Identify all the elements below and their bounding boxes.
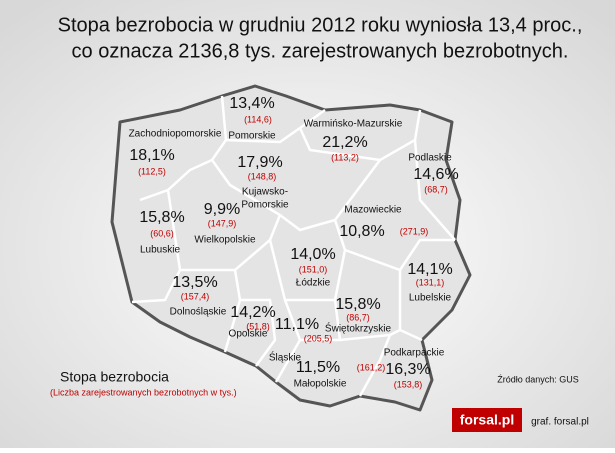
region-count: (113,2) bbox=[331, 152, 359, 162]
region-rate: 9,9% bbox=[204, 201, 240, 218]
region-count: (147,9) bbox=[208, 218, 237, 228]
region-rate: 16,3% bbox=[385, 361, 430, 378]
region-name: Kujawsko- bbox=[242, 187, 288, 198]
title-line: co oznacza 2136,8 tys. zarejestrowanych … bbox=[72, 40, 569, 62]
region-count: (114,6) bbox=[244, 114, 272, 124]
region-borders bbox=[131, 95, 456, 397]
region-name: Małopolskie bbox=[294, 379, 347, 390]
region-count: (86,7) bbox=[346, 312, 370, 322]
region-name: Lubuskie bbox=[140, 245, 180, 256]
region-count: (51,8) bbox=[246, 321, 270, 331]
region-rate: 14,1% bbox=[407, 261, 452, 278]
region-rate: 18,1% bbox=[129, 147, 174, 164]
region-name: Zachodniopomorskie bbox=[129, 129, 222, 140]
region-name: Wielkopolskie bbox=[194, 235, 256, 246]
legend-subtitle: (Liczba zarejestrowanych bezrobotnych w … bbox=[50, 387, 237, 397]
region-count: (205,5) bbox=[304, 333, 333, 343]
region-name: Śląskie bbox=[269, 351, 302, 364]
credit: graf. forsal.pl bbox=[531, 417, 589, 428]
region-name: Łódzkie bbox=[296, 278, 331, 289]
region-count: (153,8) bbox=[394, 379, 423, 389]
source: Źródło danych: GUS bbox=[497, 374, 579, 384]
region-rate: 15,8% bbox=[335, 296, 380, 313]
region-rate: 17,9% bbox=[237, 154, 282, 171]
region-name: Pomorskie bbox=[241, 200, 289, 211]
region-rate: 10,8% bbox=[339, 223, 384, 240]
region-name: Podkarpackie bbox=[384, 348, 445, 359]
region-rate: 13,4% bbox=[229, 95, 274, 112]
region-rate: 11,1% bbox=[275, 316, 319, 333]
region-rate: 11,5% bbox=[296, 359, 340, 376]
region-rate: 14,0% bbox=[290, 246, 335, 263]
region-name: Podlaskie bbox=[408, 153, 452, 164]
region-count: (161,2) bbox=[357, 362, 386, 372]
region-name: Opolskie bbox=[229, 329, 268, 340]
region-name: Świętokrzyskie bbox=[325, 322, 392, 335]
legend-title: Stopa bezrobocia bbox=[60, 369, 169, 385]
region-name: Mazowieckie bbox=[344, 205, 402, 216]
region-count: (148,8) bbox=[248, 171, 277, 181]
logo-box bbox=[452, 408, 522, 432]
region-name: Warmińsko-Mazurskie bbox=[304, 119, 403, 130]
region-name: Lubelskie bbox=[409, 293, 452, 304]
region-count: (68,7) bbox=[424, 184, 448, 194]
region-labels: 13,4% (114,6) Pomorskie 18,1% (112,5) Zachodn… bbox=[129, 95, 459, 389]
logo: forsal.pl bbox=[460, 412, 514, 428]
region-rate: 13,5% bbox=[172, 274, 217, 291]
region-count: (157,4) bbox=[181, 291, 210, 301]
region-count: (112,5) bbox=[138, 166, 166, 176]
region-count: (60,6) bbox=[150, 228, 174, 238]
region-rate: 15,8% bbox=[139, 209, 184, 226]
region-rate: 14,6% bbox=[413, 166, 458, 183]
region-count: (151,0) bbox=[299, 264, 328, 274]
region-count: (271,9) bbox=[400, 226, 429, 236]
region-name: Dolnośląskie bbox=[170, 307, 227, 318]
region-rate: 14,2% bbox=[230, 304, 275, 321]
region-name: Pomorskie bbox=[228, 131, 276, 142]
region-count: (131,1) bbox=[416, 277, 445, 287]
region-rate: 21,2% bbox=[322, 134, 367, 151]
title-line: Stopa bezrobocia w grudniu 2012 roku wyn… bbox=[58, 14, 583, 36]
